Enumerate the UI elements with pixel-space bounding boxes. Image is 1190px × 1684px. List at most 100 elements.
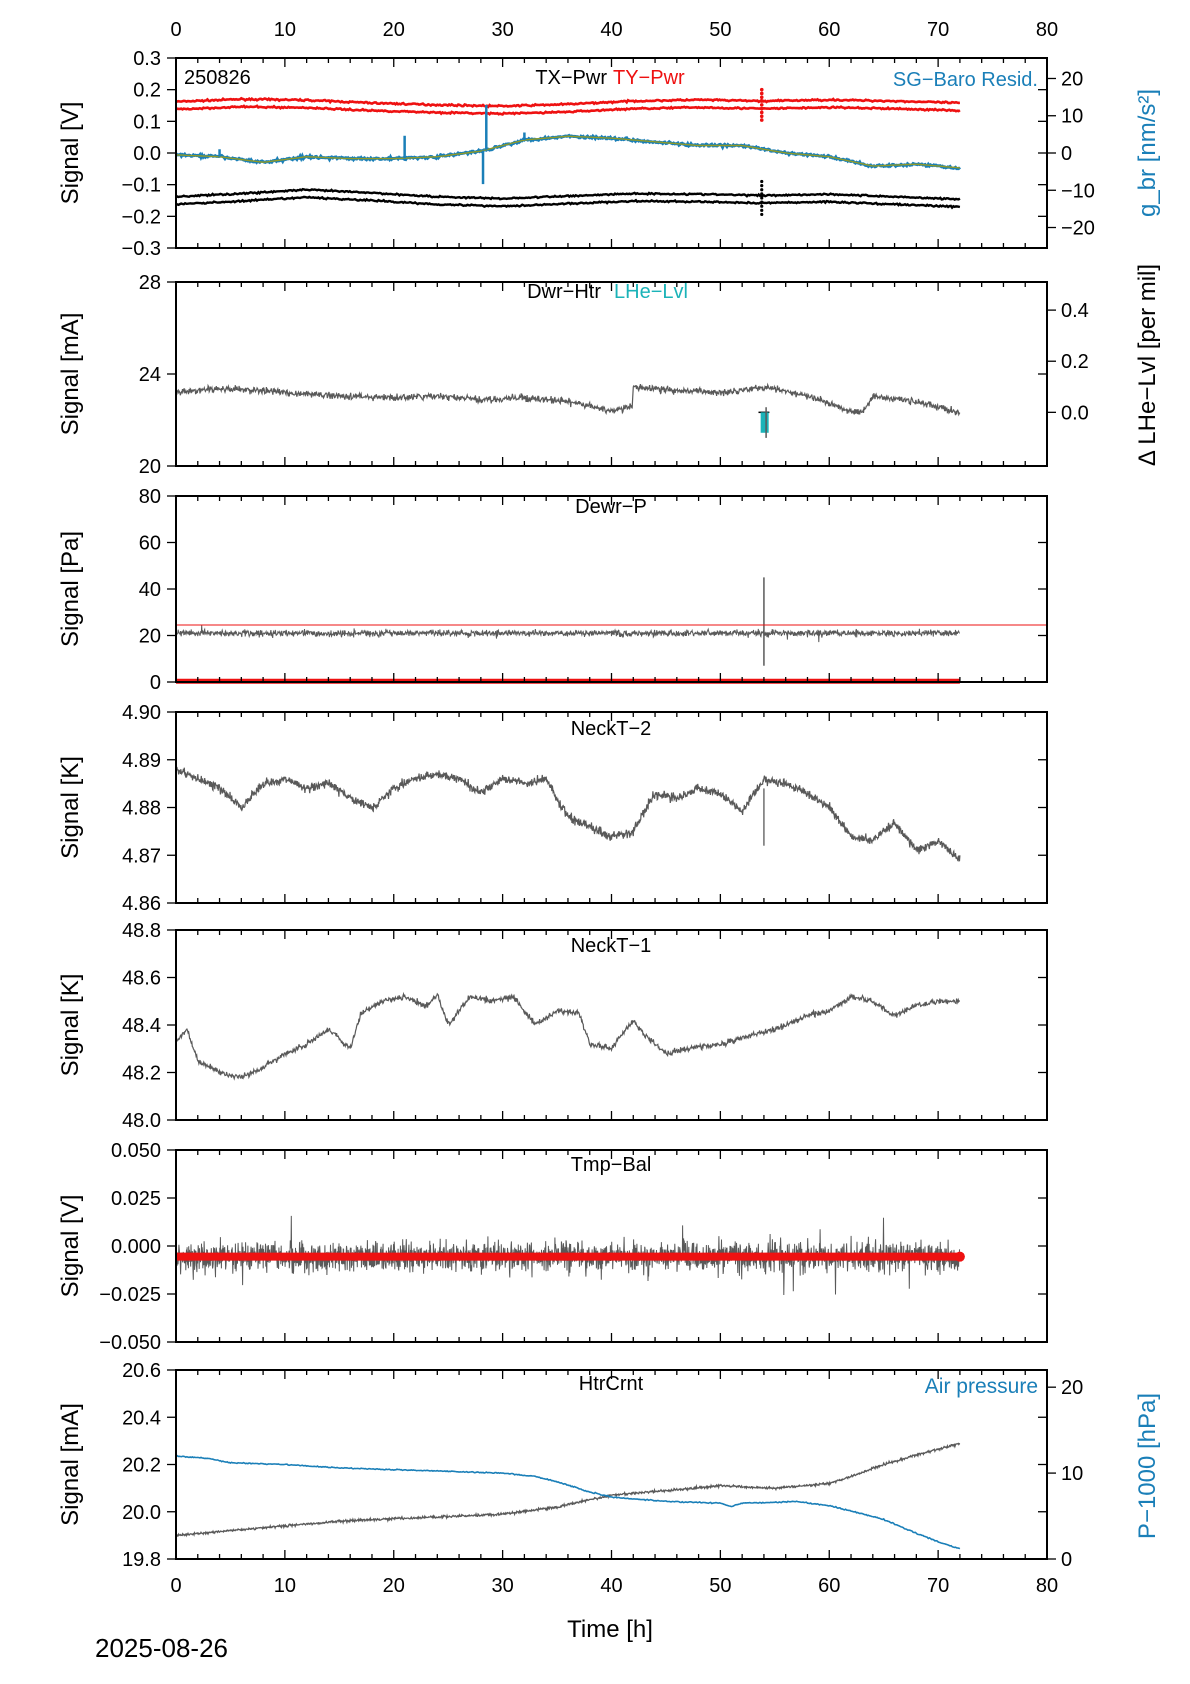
txpwr-outlier (760, 200, 764, 204)
y-tick-label: 0.1 (133, 111, 161, 133)
panel-2-title: Dwr−Htr (527, 281, 601, 303)
panel-5-series (175, 991, 961, 1081)
txpwr-trace (175, 187, 961, 201)
y-axis-label: Signal [K] (57, 974, 84, 1077)
y2-tick-label: 0.0 (1061, 402, 1089, 424)
y-tick-label: 0.050 (111, 1140, 161, 1162)
y-tick-label: 28 (139, 272, 161, 294)
panel-7-series (175, 1442, 961, 1550)
typwr-outlier (759, 110, 764, 115)
y-axis-label: Signal [mA] (57, 313, 84, 436)
typwr-trace (175, 96, 960, 109)
txpwr-outlier (760, 208, 764, 212)
y2-tick-label: 20 (1061, 1377, 1083, 1399)
y2-tick-label: 0.4 (1061, 300, 1089, 322)
panel-5-axes: 48.0 48.2 48.4 48.6 48.8 Signal [K] (57, 920, 1048, 1132)
y2-tick-label: −10 (1061, 180, 1095, 202)
typwr-outlier (759, 114, 764, 119)
dewr-p-trace (175, 625, 960, 643)
y-axis-label: Signal [Pa] (57, 531, 84, 647)
tmp-bal-red-end (954, 1251, 965, 1262)
panel-2-axes: 20 24 28 0.0 0.2 0.4 Signal [mA] (57, 272, 1089, 478)
y2-tick-label: 0.2 (1061, 351, 1089, 373)
x-tick-label-top: 50 (709, 19, 731, 41)
panel-1-series (174, 87, 962, 217)
x-tick-label-top: 10 (274, 19, 296, 41)
y-tick-label: 48.4 (122, 1015, 161, 1037)
txpwr-trace (175, 195, 961, 210)
panel-3-series (176, 577, 1047, 684)
air-pressure-trace (175, 1454, 961, 1550)
txpwr-outlier (760, 212, 764, 217)
y-tick-label: 48.0 (122, 1110, 161, 1132)
y-tick-label: 20 (139, 626, 161, 648)
x-tick-label-top: 80 (1036, 19, 1058, 41)
y-tick-label: 0.0 (133, 143, 161, 165)
panel-1-right-title: SG−Baro Resid. (893, 69, 1038, 91)
panel-5-frame (175, 929, 1048, 1121)
y-tick-label: 20.2 (122, 1455, 161, 1477)
y-tick-label: 0.000 (111, 1236, 161, 1258)
x-tick-label-top: 20 (383, 19, 405, 41)
x-tick-label: 10 (274, 1575, 296, 1597)
y-tick-label: 0.025 (111, 1188, 161, 1210)
typwr-trace (175, 104, 961, 116)
series-layer (174, 87, 1047, 1550)
txpwr-outlier (760, 184, 764, 188)
label-layer: 250826 TX−Pwr TY−Pwr SG−Baro Resid. g_br [nm… (184, 67, 1161, 1539)
y-tick-label: −0.050 (99, 1332, 161, 1354)
y-tick-label: 4.90 (122, 702, 161, 724)
panel-6-series (176, 1251, 965, 1262)
panel-7-y2-axis-label: P−1000 [hPa] (1134, 1393, 1161, 1539)
x-tick-label: 70 (927, 1575, 949, 1597)
noise-layer (175, 625, 961, 1296)
y-tick-label: 4.88 (122, 798, 161, 820)
date-label: 2025-08-26 (95, 1633, 228, 1663)
panel-3-axes: 0 20 40 60 80 Signal [Pa] (57, 486, 1048, 694)
y-tick-label: 80 (139, 486, 161, 508)
panel-4-axes: 4.86 4.87 4.88 4.89 4.90 Signal [K] (57, 702, 1048, 915)
panel-4-title: NeckT−2 (571, 718, 652, 740)
sg-baro-resid-trace (174, 133, 962, 171)
panel-3-frame (175, 495, 1048, 683)
y-tick-label: 0 (150, 672, 161, 694)
panel-6-title: Tmp−Bal (571, 1154, 652, 1176)
neckt2-trace (175, 766, 961, 862)
panel-7-axes: 19.8 20.0 20.2 20.4 20.6 0 10 20 Signal [mA] (57, 1360, 1083, 1571)
y-tick-label: −0.025 (99, 1284, 161, 1306)
x-tick-label-top: 70 (927, 19, 949, 41)
y2-tick-label: 20 (1061, 68, 1083, 90)
typwr-outlier (759, 118, 764, 122)
txpwr-outlier (760, 188, 764, 192)
y-tick-label: 20.6 (122, 1360, 161, 1382)
panel-2-frame (175, 281, 1048, 467)
txpwr-outlier (760, 196, 764, 200)
y-tick-label: 4.86 (122, 893, 161, 915)
x-tick-label-top: 30 (492, 19, 514, 41)
typwr-outlier (759, 103, 764, 107)
y-tick-label: 0.3 (133, 48, 161, 70)
y-tick-label: 4.87 (122, 845, 161, 867)
y-tick-label: 0.2 (133, 80, 161, 102)
typwr-outlier (759, 91, 764, 96)
lhe-lvl-bar (760, 412, 769, 433)
x-tick-label-top: 40 (600, 19, 622, 41)
y2-tick-label: 0 (1061, 1549, 1072, 1571)
y-tick-label: 24 (139, 364, 161, 386)
panel-7-title: HtrCrnt (579, 1373, 644, 1395)
txpwr-outlier (760, 192, 764, 196)
x-tick-label: 40 (600, 1575, 622, 1597)
y-tick-label: 48.6 (122, 968, 161, 990)
typwr-outlier (759, 99, 764, 103)
x-tick-label: 0 (170, 1575, 181, 1597)
x-tick-label: 30 (492, 1575, 514, 1597)
panel-6-axes: −0.050 −0.025 0.000 0.025 0.050 Signal [V] (57, 1140, 1048, 1354)
txpwr-outlier (760, 204, 764, 208)
htrcrnt-trace (175, 1442, 961, 1538)
x-tick-label-top: 0 (170, 19, 181, 41)
y-tick-label: 60 (139, 533, 161, 555)
y-tick-label: −0.1 (122, 175, 161, 197)
y-axis-label: Signal [mA] (57, 1403, 84, 1526)
typwr-outlier (759, 87, 764, 92)
